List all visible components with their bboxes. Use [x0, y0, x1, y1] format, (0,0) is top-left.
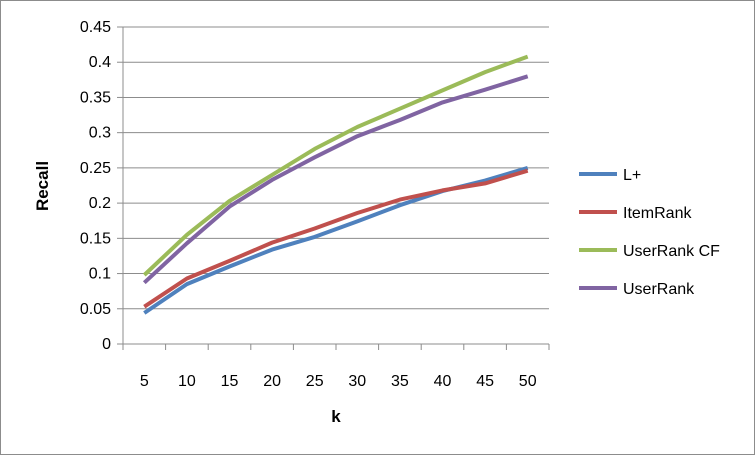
series-lines [142, 54, 529, 315]
series-line-l [143, 165, 529, 315]
x-tick-label: 35 [391, 373, 409, 390]
y-tick-label: 0.2 [89, 195, 111, 212]
y-tick-label: 0.15 [80, 230, 111, 247]
series-line-itemrank [143, 168, 529, 309]
gridlines [123, 26, 549, 310]
x-tick-label: 5 [140, 373, 149, 390]
y-axis: 0 0.05 0.1 0.15 0.2 0.25 0.3 0.35 0.4 0.45 [80, 19, 124, 353]
x-axis: 5 10 15 20 25 30 35 40 45 50 [122, 343, 550, 390]
x-tick-label: 15 [221, 373, 239, 390]
y-axis-title: Recall [33, 161, 52, 211]
y-tick-label: 0.45 [80, 19, 111, 36]
x-tick-label: 30 [348, 373, 366, 390]
legend-label-l: L+ [623, 167, 641, 184]
legend-label-userrank: UserRank [623, 281, 695, 298]
y-tick-label: 0.3 [89, 125, 111, 142]
series-line-userrank [142, 74, 529, 285]
y-tick-label: 0.35 [80, 89, 111, 106]
x-tick-label: 50 [519, 373, 537, 390]
x-tick-label: 25 [306, 373, 324, 390]
legend-label-itemrank: ItemRank [623, 205, 692, 222]
legend: L+ ItemRank UserRank CF UserRank [579, 167, 720, 298]
y-tick-label: 0.05 [80, 301, 111, 318]
x-tick-label: 45 [476, 373, 494, 390]
x-tick-label: 10 [178, 373, 196, 390]
legend-label-userrank-cf: UserRank CF [623, 243, 720, 260]
y-tick-label: 0.1 [89, 266, 111, 283]
x-tick-label: 20 [263, 373, 281, 390]
x-axis-title: k [331, 407, 341, 426]
y-tick-label: 0.25 [80, 160, 111, 177]
x-tick-label: 40 [434, 373, 452, 390]
series-line-userrank-cf [142, 54, 529, 277]
y-tick-label: 0 [102, 336, 111, 353]
y-tick-label: 0.4 [89, 54, 111, 71]
